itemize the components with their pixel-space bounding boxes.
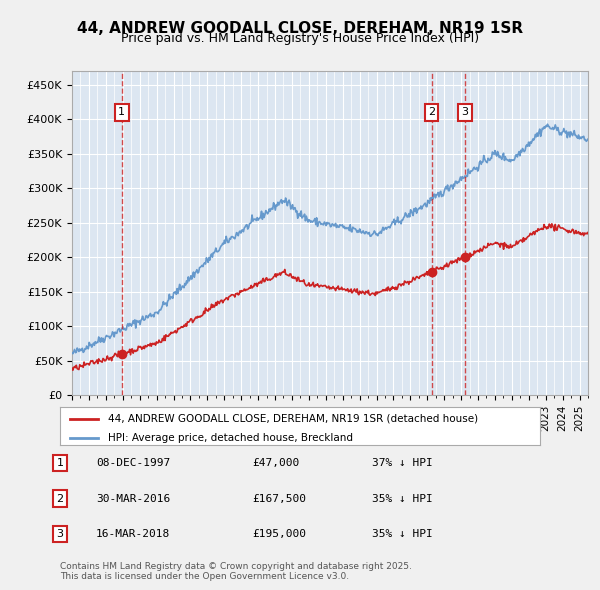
Text: 3: 3	[56, 529, 64, 539]
Text: 44, ANDREW GOODALL CLOSE, DEREHAM, NR19 1SR (detached house): 44, ANDREW GOODALL CLOSE, DEREHAM, NR19 …	[108, 414, 478, 424]
Text: 1: 1	[118, 107, 125, 117]
Text: 08-DEC-1997: 08-DEC-1997	[96, 458, 170, 468]
Text: 2: 2	[428, 107, 435, 117]
Text: 1: 1	[56, 458, 64, 468]
Text: 44, ANDREW GOODALL CLOSE, DEREHAM, NR19 1SR: 44, ANDREW GOODALL CLOSE, DEREHAM, NR19 …	[77, 21, 523, 35]
Text: Contains HM Land Registry data © Crown copyright and database right 2025.
This d: Contains HM Land Registry data © Crown c…	[60, 562, 412, 581]
Text: 35% ↓ HPI: 35% ↓ HPI	[372, 494, 433, 503]
Text: 16-MAR-2018: 16-MAR-2018	[96, 529, 170, 539]
Text: £167,500: £167,500	[252, 494, 306, 503]
Text: Price paid vs. HM Land Registry's House Price Index (HPI): Price paid vs. HM Land Registry's House …	[121, 32, 479, 45]
Text: £47,000: £47,000	[252, 458, 299, 468]
Text: 2: 2	[56, 494, 64, 503]
Text: HPI: Average price, detached house, Breckland: HPI: Average price, detached house, Brec…	[108, 433, 353, 442]
Text: £195,000: £195,000	[252, 529, 306, 539]
Text: 3: 3	[461, 107, 468, 117]
Text: 37% ↓ HPI: 37% ↓ HPI	[372, 458, 433, 468]
Text: 30-MAR-2016: 30-MAR-2016	[96, 494, 170, 503]
Text: 35% ↓ HPI: 35% ↓ HPI	[372, 529, 433, 539]
